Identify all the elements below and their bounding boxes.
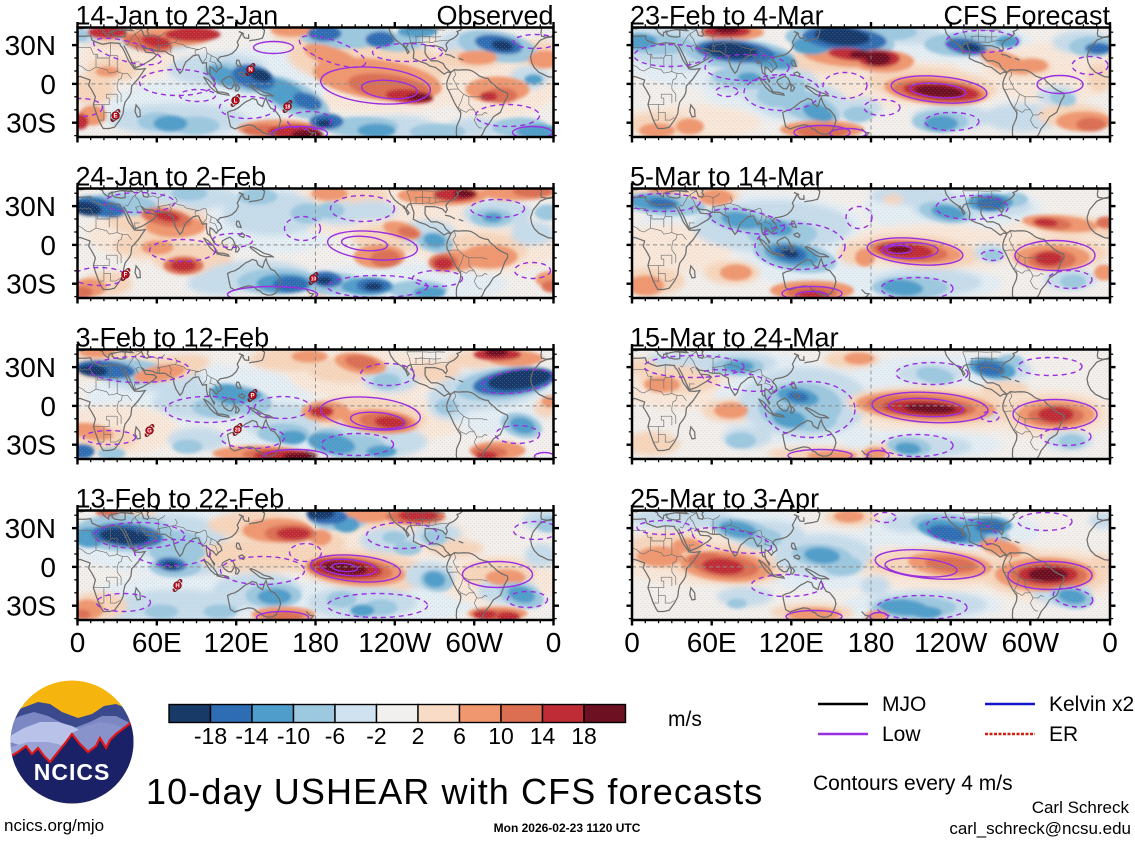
- svg-text:180: 180: [848, 627, 895, 658]
- svg-text:6: 6: [453, 723, 466, 749]
- svg-text:20: 20: [235, 427, 241, 433]
- svg-text:5-Mar to 14-Mar: 5-Mar to 14-Mar: [630, 162, 824, 192]
- svg-text:25-Mar to 3-Apr: 25-Mar to 3-Apr: [630, 484, 819, 514]
- svg-text:2: 2: [412, 723, 425, 749]
- svg-text:0: 0: [40, 230, 56, 261]
- svg-text:60E: 60E: [687, 627, 737, 658]
- svg-text:13-Feb to 22-Feb: 13-Feb to 22-Feb: [76, 484, 285, 514]
- svg-text:0: 0: [70, 627, 86, 658]
- svg-text:30N: 30N: [5, 352, 56, 383]
- svg-text:14-Jan to 23-Jan: 14-Jan to 23-Jan: [76, 1, 279, 31]
- svg-text:-6: -6: [325, 723, 345, 749]
- svg-text:0: 0: [40, 391, 56, 422]
- svg-text:NCICS: NCICS: [34, 759, 111, 785]
- svg-text:30S: 30S: [6, 430, 56, 461]
- svg-text:0: 0: [40, 69, 56, 100]
- svg-text:CFS Forecast: CFS Forecast: [943, 1, 1110, 31]
- svg-text:E: E: [113, 114, 117, 120]
- svg-text:120E: 120E: [759, 627, 824, 658]
- svg-text:F: F: [124, 273, 128, 279]
- svg-text:Low: Low: [882, 723, 921, 746]
- svg-text:Kelvin x2: Kelvin x2: [1049, 693, 1134, 716]
- svg-text:-2: -2: [366, 723, 386, 749]
- svg-text:30S: 30S: [6, 591, 56, 622]
- svg-text:60W: 60W: [1002, 627, 1060, 658]
- svg-text:Contours every 4 m/s: Contours every 4 m/s: [813, 772, 1013, 795]
- svg-text:H: H: [175, 584, 179, 590]
- svg-text:N: N: [248, 68, 252, 74]
- svg-text:0: 0: [1102, 627, 1118, 658]
- svg-text:m/s: m/s: [668, 708, 702, 731]
- svg-text:carl_schreck@ncsu.edu: carl_schreck@ncsu.edu: [949, 819, 1131, 838]
- svg-text:14: 14: [530, 723, 556, 749]
- svg-text:MJO: MJO: [882, 693, 926, 716]
- svg-text:-18: -18: [194, 723, 227, 749]
- svg-text:0: 0: [624, 627, 640, 658]
- svg-text:0: 0: [40, 552, 56, 583]
- svg-text:ncics.org/mjo: ncics.org/mjo: [4, 816, 104, 835]
- svg-text:Observed: Observed: [436, 1, 553, 31]
- svg-text:ER: ER: [1049, 723, 1078, 746]
- svg-text:-10: -10: [277, 723, 310, 749]
- svg-text:-14: -14: [235, 723, 268, 749]
- svg-text:120W: 120W: [914, 627, 988, 658]
- svg-text:30N: 30N: [5, 30, 56, 61]
- svg-text:24-Jan to 2-Feb: 24-Jan to 2-Feb: [76, 162, 267, 192]
- svg-text:3-Feb to 12-Feb: 3-Feb to 12-Feb: [76, 323, 270, 353]
- svg-text:30N: 30N: [5, 513, 56, 544]
- svg-text:10: 10: [311, 276, 317, 282]
- svg-text:120E: 120E: [203, 627, 268, 658]
- svg-text:18: 18: [285, 104, 291, 110]
- svg-text:P: P: [250, 394, 254, 400]
- svg-text:60W: 60W: [445, 627, 503, 658]
- svg-text:18: 18: [571, 723, 597, 749]
- svg-text:0: 0: [546, 627, 562, 658]
- svg-text:Mon 2026-02-23 1120 UTC: Mon 2026-02-23 1120 UTC: [494, 821, 641, 835]
- svg-text:G: G: [147, 429, 152, 435]
- svg-text:15-Mar to 24-Mar: 15-Mar to 24-Mar: [630, 323, 839, 353]
- svg-text:10: 10: [488, 723, 514, 749]
- svg-text:Carl Schreck: Carl Schreck: [1032, 798, 1130, 817]
- svg-text:60E: 60E: [132, 627, 182, 658]
- svg-text:L: L: [234, 99, 238, 105]
- svg-text:30S: 30S: [6, 108, 56, 139]
- svg-text:30S: 30S: [6, 269, 56, 300]
- svg-text:120W: 120W: [358, 627, 432, 658]
- svg-text:30N: 30N: [5, 191, 56, 222]
- svg-text:10-day USHEAR with CFS forecas: 10-day USHEAR with CFS forecasts: [146, 771, 763, 812]
- svg-text:23-Feb to 4-Mar: 23-Feb to 4-Mar: [630, 1, 824, 31]
- svg-text:180: 180: [292, 627, 339, 658]
